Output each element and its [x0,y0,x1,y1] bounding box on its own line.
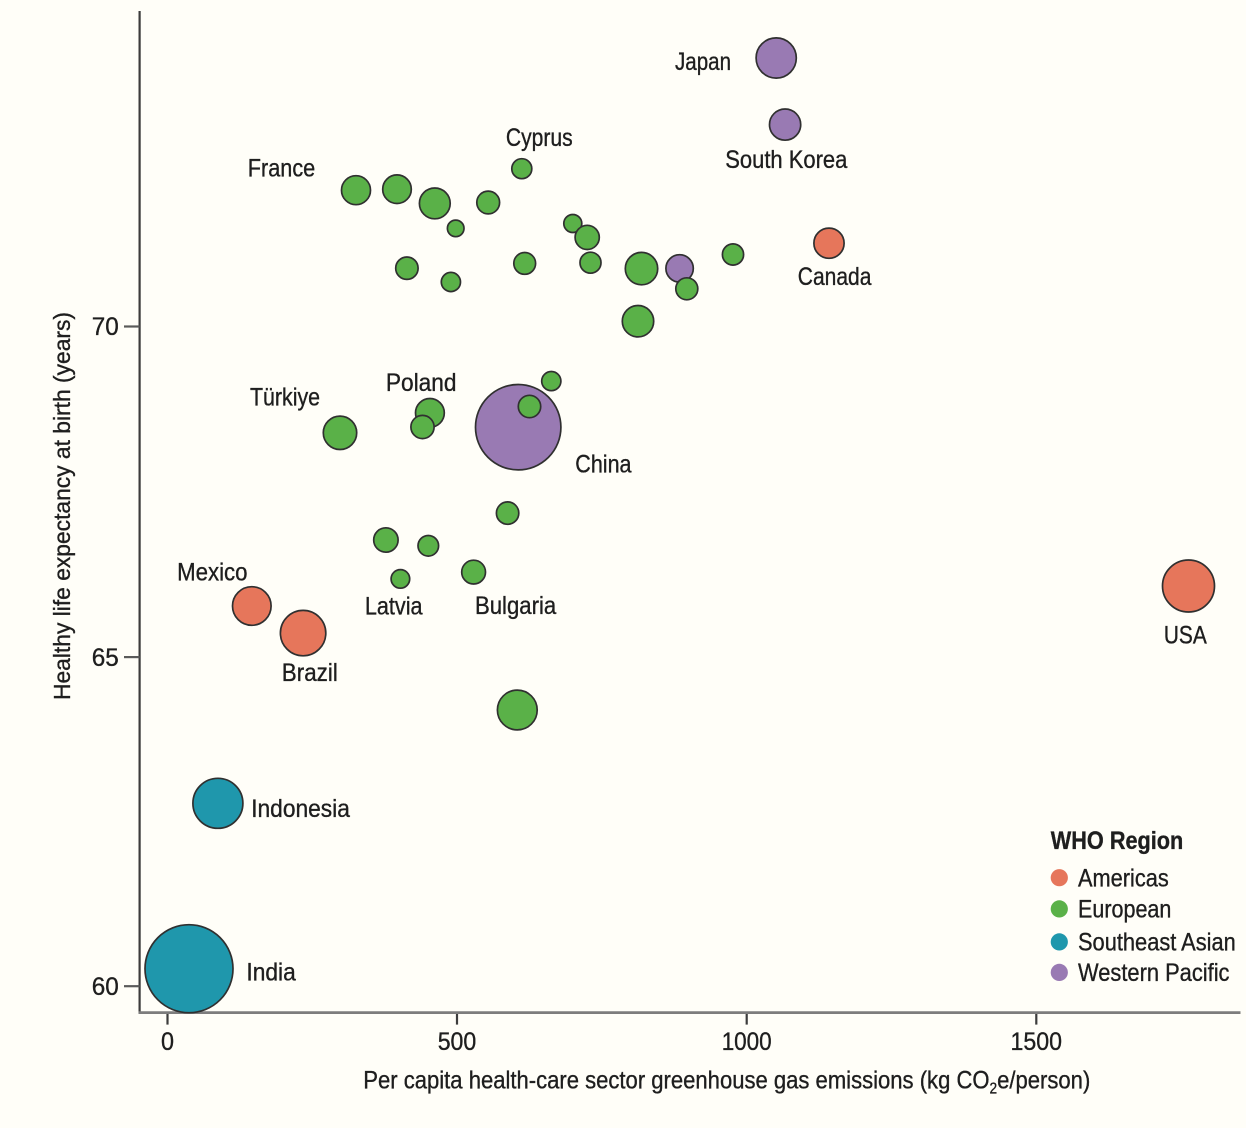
svg-text:1000: 1000 [722,1028,772,1056]
svg-text:European: European [1078,896,1171,924]
svg-text:1500: 1500 [1011,1028,1063,1056]
svg-text:Latvia: Latvia [365,593,423,621]
svg-text:South Korea: South Korea [725,146,847,174]
svg-text:China: China [575,451,631,479]
svg-text:Americas: Americas [1078,864,1169,892]
svg-text:Mexico: Mexico [177,558,247,586]
svg-text:WHO Region: WHO Region [1051,827,1184,855]
svg-text:Western Pacific: Western Pacific [1078,959,1230,987]
svg-text:65: 65 [92,644,119,672]
svg-text:70: 70 [92,313,119,341]
svg-text:Japan: Japan [675,48,731,76]
svg-text:Healthy life expectancy at bir: Healthy life expectancy at birth (years) [49,312,75,700]
svg-text:Türkiye: Türkiye [250,384,320,412]
svg-text:0: 0 [161,1028,174,1056]
svg-text:Bulgaria: Bulgaria [475,592,556,620]
svg-text:Southeast Asian: Southeast Asian [1078,929,1236,957]
svg-text:India: India [246,959,295,987]
svg-text:Canada: Canada [798,263,872,291]
svg-text:Poland: Poland [386,369,457,397]
svg-text:60: 60 [92,973,119,1001]
svg-text:500: 500 [438,1028,477,1056]
svg-text:Cyprus: Cyprus [506,124,573,152]
svg-text:Indonesia: Indonesia [251,795,350,823]
svg-text:USA: USA [1164,622,1207,650]
svg-text:Brazil: Brazil [282,659,338,687]
svg-text:France: France [248,155,315,183]
svg-text:Per capita health-care sector: Per capita health-care sector greenhouse… [363,1067,1090,1098]
